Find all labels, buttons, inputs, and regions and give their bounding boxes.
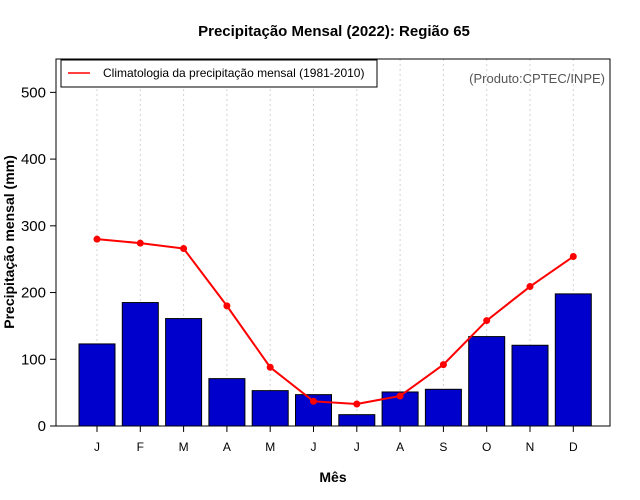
- y-tick-label: 300: [21, 218, 46, 235]
- x-tick-label: N: [526, 440, 535, 454]
- climatology-point: [526, 283, 534, 291]
- x-tick-label: O: [482, 440, 491, 454]
- x-tick-label: F: [137, 440, 144, 454]
- chart-title: Precipitação Mensal (2022): Região 65: [198, 23, 470, 40]
- y-tick-label: 100: [21, 351, 46, 368]
- bar: [468, 336, 506, 427]
- bar: [251, 390, 289, 427]
- climatology-point: [266, 363, 274, 371]
- plot-frame: [55, 58, 611, 427]
- climatology-point: [569, 253, 577, 261]
- x-tick-label: J: [354, 440, 360, 454]
- legend-box: [60, 59, 378, 88]
- bar: [424, 388, 462, 427]
- bar: [338, 414, 376, 427]
- climatology-point: [353, 400, 361, 408]
- climatology-point: [439, 361, 447, 369]
- climatology-series: [93, 235, 577, 408]
- x-tick-label: S: [439, 440, 447, 454]
- climatology-point: [93, 235, 101, 243]
- x-tick-label: J: [311, 440, 317, 454]
- bar: [165, 318, 203, 427]
- x-tick-label: M: [179, 440, 189, 454]
- x-tick-label: A: [223, 440, 231, 454]
- climatology-point: [310, 397, 317, 405]
- y-tick-label: 200: [21, 285, 46, 302]
- x-tick-label: D: [569, 440, 578, 454]
- bar: [554, 293, 592, 427]
- climatology-point: [136, 239, 144, 247]
- x-tick-label: J: [94, 440, 100, 454]
- credit-text: (Produto:CPTEC/INPE): [469, 71, 605, 86]
- climatology-point: [223, 302, 231, 310]
- x-axis-title: Mês: [319, 469, 346, 485]
- legend: Climatologia da precipitação mensal (198…: [60, 59, 378, 88]
- y-axis-title: Precipitação mensal (mm): [1, 155, 17, 329]
- climatology-point: [483, 317, 491, 325]
- x-tick-label: M: [265, 440, 275, 454]
- legend-label: Climatologia da precipitação mensal (198…: [103, 66, 364, 80]
- y-tick-label: 0: [38, 418, 46, 435]
- y-tick-label: 400: [21, 151, 46, 168]
- climatology-point: [396, 392, 404, 400]
- bar: [511, 344, 549, 427]
- bar: [121, 302, 159, 427]
- climatology-point: [180, 245, 188, 253]
- bar-series: [78, 293, 592, 427]
- bar: [78, 343, 116, 427]
- bar: [208, 378, 246, 427]
- y-axis: 0 100 200 300 400 500: [21, 84, 56, 435]
- x-tick-label: A: [396, 440, 404, 454]
- climatology-line: [96, 238, 574, 405]
- y-tick-label: 500: [21, 84, 46, 101]
